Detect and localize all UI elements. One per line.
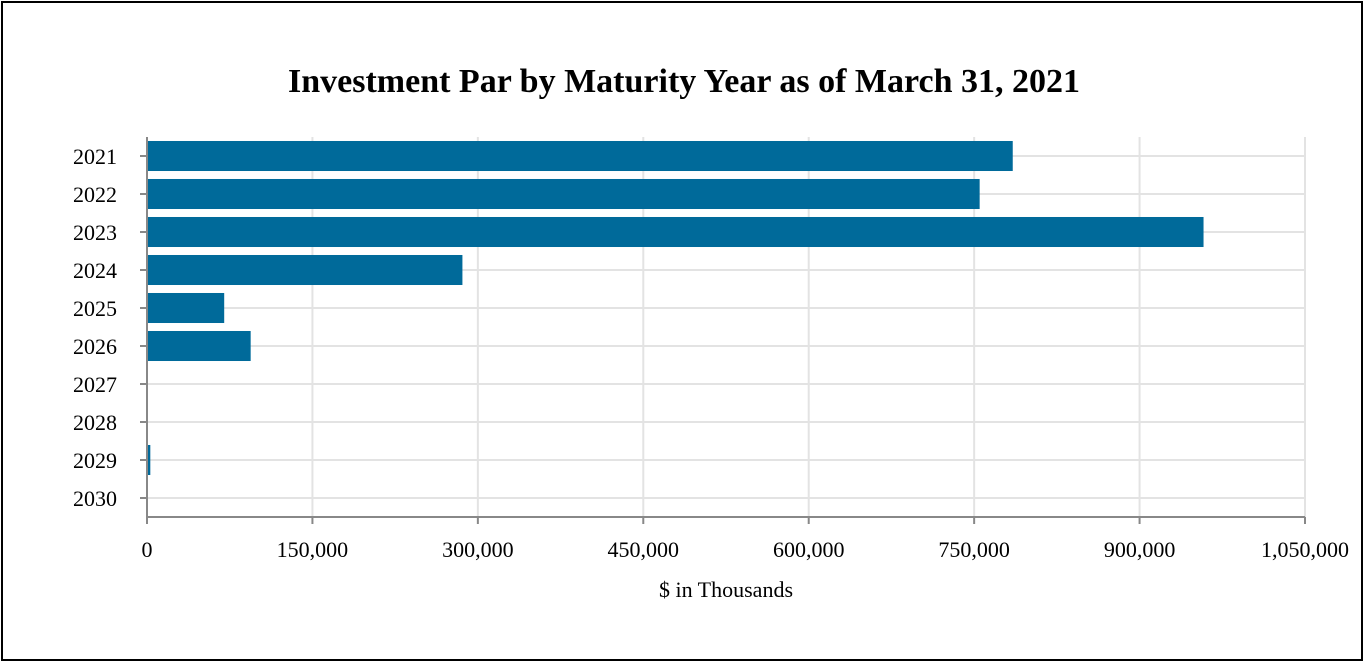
bar-2029 bbox=[147, 444, 151, 476]
axes bbox=[140, 137, 1306, 524]
y-tick-label: 2029 bbox=[73, 448, 117, 473]
x-tick-label: 150,000 bbox=[277, 537, 349, 562]
y-tick-label: 2024 bbox=[73, 258, 117, 283]
x-tick-label: 0 bbox=[142, 537, 153, 562]
x-tick-label: 600,000 bbox=[773, 537, 845, 562]
x-tick-label: 750,000 bbox=[938, 537, 1010, 562]
tick-labels: 2021 2022 2023 2024 2025 2026 2027 2028 2029 2030… bbox=[73, 144, 1349, 562]
y-tick-label: 2030 bbox=[73, 486, 117, 511]
y-tick-label: 2027 bbox=[73, 372, 117, 397]
bar-2026 bbox=[147, 330, 251, 362]
x-tick-label: 900,000 bbox=[1104, 537, 1176, 562]
bar-2025 bbox=[147, 292, 225, 324]
y-tick-label: 2025 bbox=[73, 296, 117, 321]
y-tick-label: 2023 bbox=[73, 220, 117, 245]
x-axis-label: $ in Thousands bbox=[659, 577, 793, 602]
bar-2021 bbox=[147, 140, 1013, 172]
x-tick-label: 450,000 bbox=[608, 537, 680, 562]
x-tick-label: 1,050,000 bbox=[1261, 537, 1349, 562]
chart-title: Investment Par by Maturity Year as of Ma… bbox=[288, 63, 1080, 100]
bar-2022 bbox=[147, 178, 980, 210]
x-tick-label: 300,000 bbox=[442, 537, 514, 562]
bars bbox=[147, 140, 1204, 476]
bar-2023 bbox=[147, 216, 1204, 248]
y-tick-label: 2022 bbox=[73, 182, 117, 207]
y-tick-label: 2028 bbox=[73, 410, 117, 435]
y-tick-label: 2021 bbox=[73, 144, 117, 169]
bar-2024 bbox=[147, 254, 463, 286]
y-tick-label: 2026 bbox=[73, 334, 117, 359]
